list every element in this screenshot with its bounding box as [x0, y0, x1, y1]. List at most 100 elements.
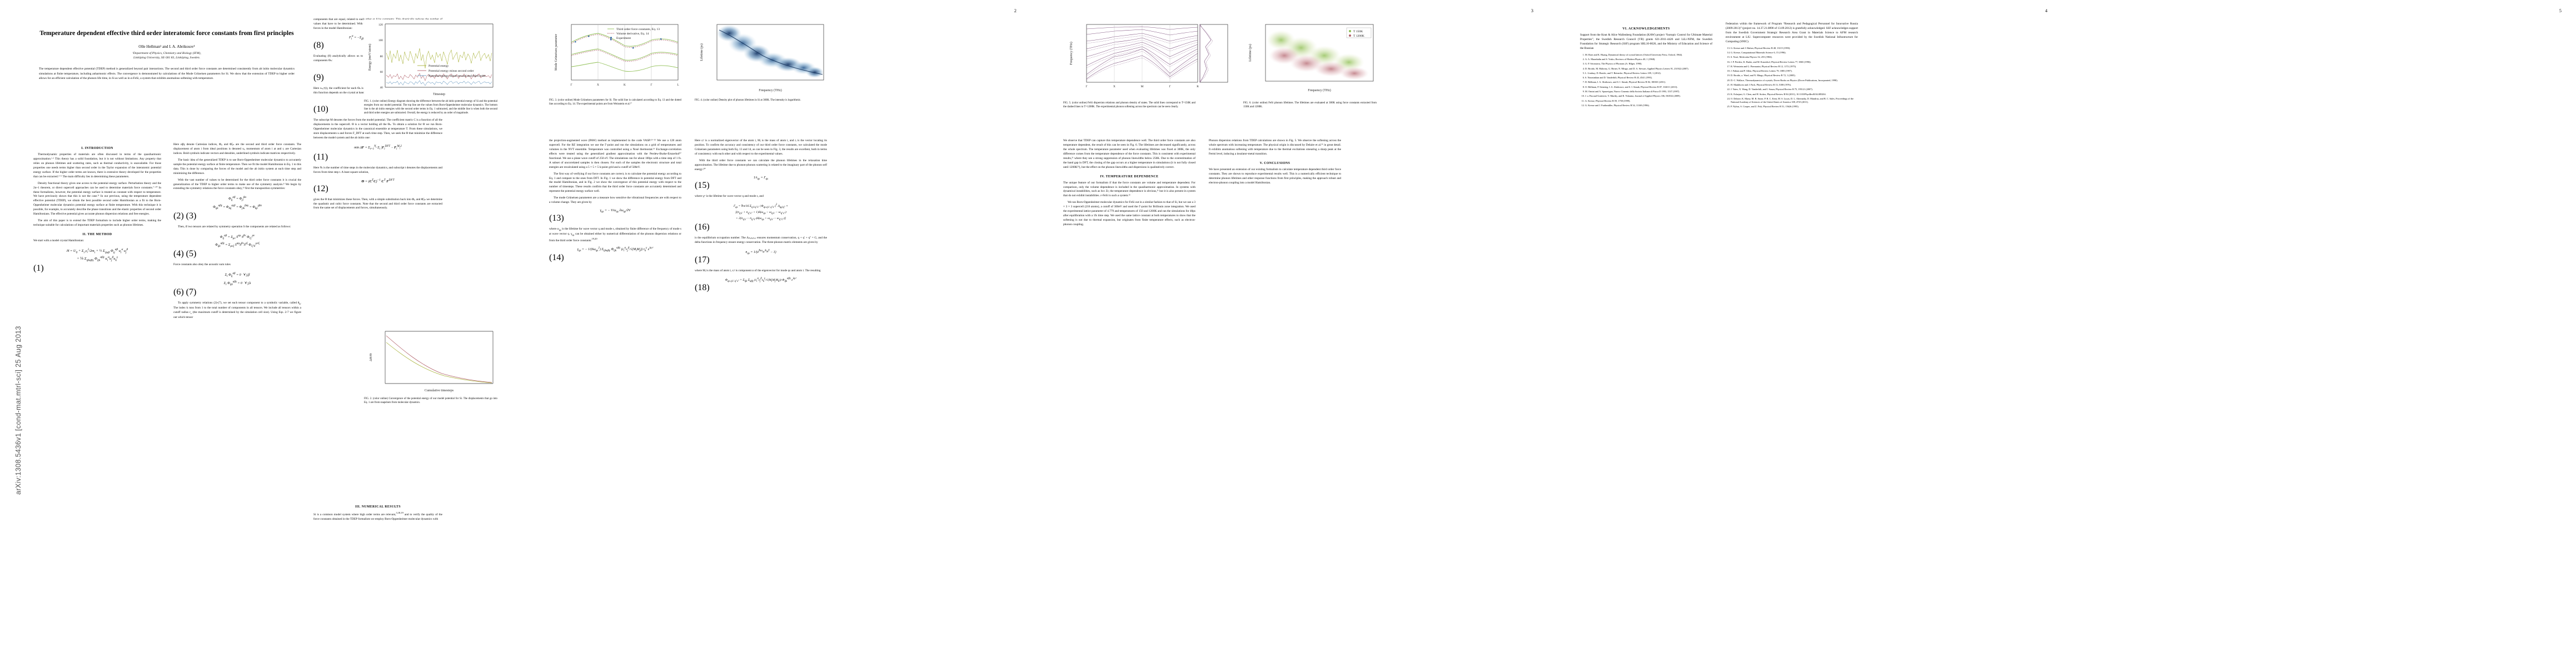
equation-number: (5): [186, 249, 197, 259]
paragraph: where γᵢᵖ is the lifetime for wave vecto…: [695, 194, 764, 198]
equation-number: (7): [186, 287, 197, 297]
reference-item: J. a. Pascual-Gutierrez, Y. Murthy, and …: [1585, 94, 1712, 98]
paragraph: Density functional theory gives one acce…: [33, 181, 161, 216]
axes: Lifetime (ps) Frequency (THz): [700, 24, 824, 92]
page3-col2: Phonon dispersion relations from TDEP ca…: [1209, 139, 1341, 188]
page3-col1: We observe that TDEP can capture this te…: [1063, 139, 1195, 230]
equation-number: (9): [313, 73, 324, 83]
equation-number: (12): [313, 183, 328, 193]
page-4: 4 VI. ACKNOWLEDGEMENTS Support from the …: [1548, 0, 2062, 667]
paragraph: Si is a common model system where high o…: [313, 511, 442, 521]
equation-number: (17): [695, 255, 710, 265]
series-third-order: [571, 33, 679, 72]
section-heading-numerical: III. NUMERICAL RESULTS: [355, 505, 401, 509]
figure-1-legend: Potential energy Potential energy minus …: [417, 64, 486, 78]
figure-1: 120 100 80 60 40 Energy (meV/atom) Times…: [364, 19, 497, 116]
page-number: 3: [1531, 8, 1533, 13]
figure-4-plot: Lifetime (ps) Frequency (THz): [700, 24, 824, 92]
paragraph: is the equilibrium occupation number. Th…: [695, 236, 827, 244]
reference-item: S. Nosé, Molecular Physics 52, 255 (1984…: [1731, 56, 1858, 59]
series-convergence: [386, 335, 492, 383]
svg-text:Frequency (THz): Frequency (THz): [1069, 42, 1073, 64]
equation-16: Γqs = ℏπ/16 Σq's'q''s'' |Φqs q's' q''s''…: [695, 203, 789, 232]
reference-item: G. Kresse, Physical Review B 59, 1758 (1…: [1585, 99, 1712, 103]
page2-col1: the projection-augmented wave (PAW) meth…: [549, 139, 681, 267]
reference-item: M. Born and K. Huang, Dynamical theory o…: [1585, 53, 1712, 57]
page-1: arXiv:1308.5436v1 [cond-mat.mtrl-sci] 25…: [0, 0, 517, 667]
paragraph: To apply symmetry relations (2)-(7), we …: [173, 301, 301, 319]
equation-12: Θ = (CTC)−1 CT FDFT (12): [313, 178, 395, 193]
equation-15: 1/τqs = Γqs (15): [695, 176, 769, 190]
authors: Olle Hellman¹ and I. A. Abrikosov¹: [138, 44, 195, 49]
reference-list-2: G. Kresse and J. Hafner, Physical Review…: [1726, 47, 1858, 109]
figure-5-plot: Γ X M Γ R Frequency (THz): [1069, 24, 1228, 88]
svg-text:Third order force constants, E: Third order force constants, Eq. 13: [616, 27, 660, 31]
phonon-dos: [1199, 24, 1213, 83]
paragraph: Thermodynamic properties of materials ar…: [33, 153, 161, 178]
section-heading-temperature: IV. TEMPERATURE DEPENDENCE: [1100, 175, 1159, 178]
svg-text:Frequency (THz): Frequency (THz): [1308, 88, 1331, 92]
equation-17: nqs = 1/(eℏωqs/kBT − 1) (17): [695, 249, 776, 265]
equation-14: γqs = − 1/(6ωqs2) Σijkαβγ Φijkαβγ (εiαεj…: [549, 247, 654, 262]
equation-1: H = U0 + Σi pi2/2mi + ½ Σijαβ Φijαβ uiα …: [33, 247, 128, 273]
paragraph: where Mᵢ is the mass of atom i, εᵢᵖ is c…: [695, 268, 821, 272]
svg-text:Frequency (THz): Frequency (THz): [759, 88, 781, 92]
figure-2-plot: ΔΘ/Θ Cumulative timesteps: [370, 331, 494, 392]
axes: Γ X M Γ R Frequency (THz): [1069, 24, 1228, 88]
density-map: [717, 25, 824, 78]
equation-number: (11): [313, 152, 328, 162]
reference-item: J. Fabian and P. Allen, Physical Review …: [1731, 69, 1858, 73]
paragraph: Then, if two tensors are related by symm…: [178, 225, 291, 228]
paragraph: The mode Grüneisen parameters are a meas…: [549, 196, 681, 205]
svg-text:60: 60: [380, 71, 383, 74]
figure-4: Lifetime (ps) Frequency (THz) FIG. 4. (c…: [695, 21, 827, 103]
paragraph: Support from the Knut & Alice Wallenberg…: [1580, 33, 1712, 50]
svg-text:Γ: Γ: [650, 83, 652, 87]
paragraph: The unique feature of our formalism if t…: [1063, 181, 1195, 198]
paragraph: Here αβγ denote Cartesian indices, Φᵢⱼ a…: [173, 143, 301, 155]
svg-text:X: X: [597, 83, 599, 87]
paragraph: gives the Θ that minimizes these forces.…: [313, 197, 442, 210]
page1-col2: Here αβγ denote Cartesian indices, Φᵢⱼ a…: [173, 18, 301, 322]
axes: Lifetime (ps) Frequency (THz): [1248, 24, 1374, 92]
series-volume-derivative: [571, 34, 679, 62]
paragraph: With the third order force constants we …: [695, 158, 827, 171]
figure-1-plot: 120 100 80 60 40 Energy (meV/atom) Times…: [368, 23, 494, 96]
equation-number: (18): [695, 282, 710, 292]
reference-item: B. Weinstein and G. Piermarini, Physical…: [1731, 65, 1858, 68]
svg-text:Energy (meV/atom): Energy (meV/atom): [368, 44, 372, 71]
svg-text:40: 40: [380, 86, 383, 89]
reference-item: K. Esfarjani, G. Chen, and H. Stokes, Ph…: [1731, 93, 1858, 96]
reference-item: G. Kresse and J. Furthmüller, Physical R…: [1585, 104, 1712, 107]
paragraph: We start with a model crystal Hamiltonia…: [33, 239, 84, 242]
paragraph: the projection-augmented wave (PAW) meth…: [549, 139, 681, 169]
reference-item: O. Hellman, P. Steneteg, I. A. Abrikosov…: [1585, 86, 1712, 89]
reference-item: A. A. Maradudin and S. Vosko, Reviews of…: [1585, 58, 1712, 61]
equation-number: (10): [313, 104, 328, 115]
reference-list-1: M. Born and K. Huang, Dynamical theory o…: [1580, 53, 1712, 107]
dispersion-150K: [1086, 26, 1198, 79]
reference-item: G. Kresse and J. Hafner, Physical Review…: [1731, 47, 1858, 50]
svg-text:T 1200K: T 1200K: [1353, 34, 1364, 38]
reference-item: M. Omini and A. Sparavigna, Nuovo Ciment…: [1585, 90, 1712, 93]
paragraph: Federation within the framework of Progr…: [1726, 22, 1858, 43]
paragraph: We have presented an extension of our ex…: [1209, 167, 1341, 185]
section-heading-acknowledgements: VI. ACKNOWLEDGEMENTS: [1622, 27, 1670, 31]
figure-3-plot: Γ X K Γ L Mode Grüneisen parameter: [555, 24, 679, 87]
svg-text:Potential energy minus second: Potential energy minus second order: [428, 69, 474, 73]
equation-number: (14): [549, 252, 564, 262]
page-number: 5: [2559, 8, 2562, 13]
svg-text:Timestep: Timestep: [433, 93, 445, 96]
equation-number: (15): [695, 180, 710, 190]
series-potential-energy: [386, 48, 492, 69]
figure-3-legend: Third order force constants, Eq. 13 Volu…: [607, 27, 660, 40]
equation-11: min ΔF = Σt=1Nt Σi |FiDFT − FiM|2 (11): [313, 145, 402, 162]
axes: ΔΘ/Θ Cumulative timesteps: [370, 331, 494, 392]
reference-item: L. Lindsay, D. Broido, and T. Reinecke, …: [1585, 72, 1712, 75]
svg-text:Experiment: Experiment: [616, 37, 631, 40]
figure-4-caption: FIG. 4. (color online) Density plot of p…: [695, 99, 801, 102]
figure-3: Γ X K Γ L Mode Grüneisen parameter: [549, 21, 681, 107]
svg-text:T 150K: T 150K: [1353, 30, 1363, 33]
reference-item: G. Kresse, Computational Materials Scien…: [1731, 51, 1858, 54]
